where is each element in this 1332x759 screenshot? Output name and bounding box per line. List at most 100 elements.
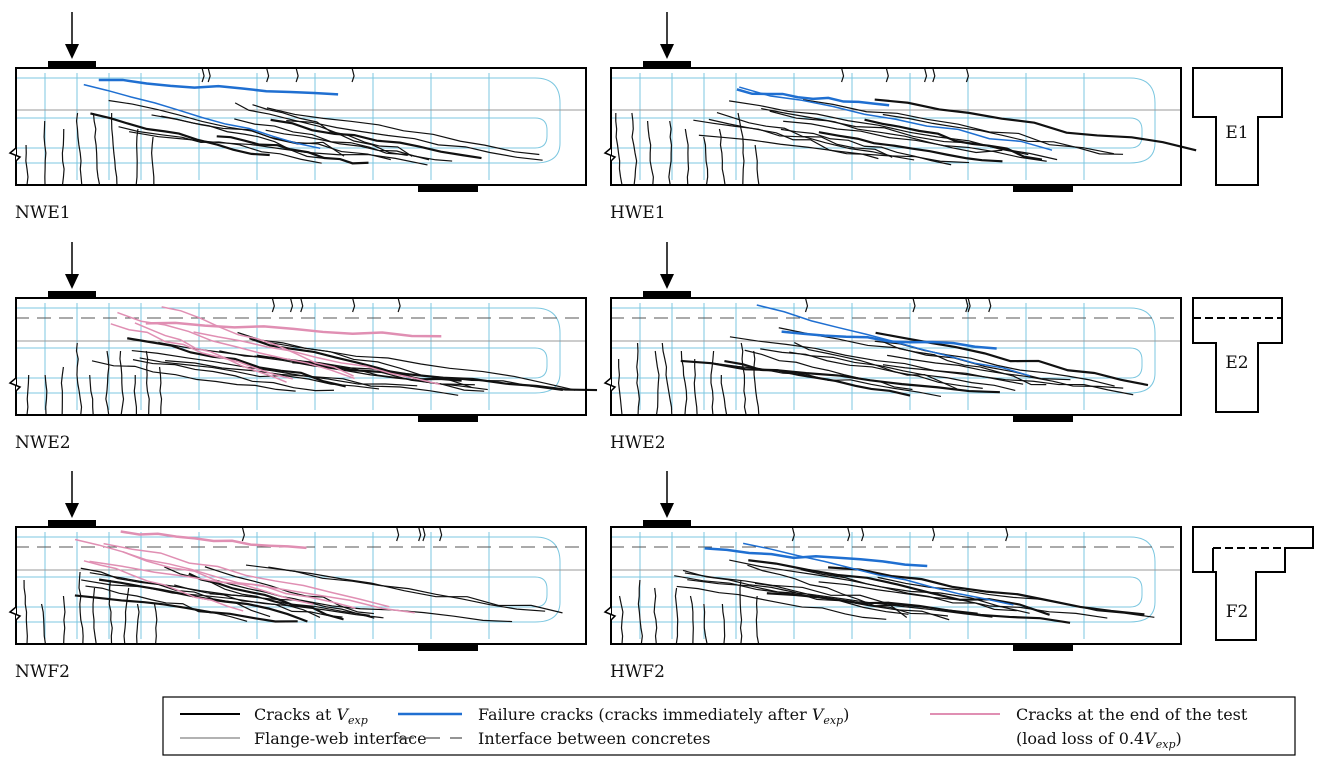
crack — [74, 538, 314, 606]
crack — [234, 102, 408, 156]
beam-outline — [610, 67, 1182, 186]
crack — [133, 374, 138, 416]
crack — [693, 119, 915, 161]
crack — [923, 67, 928, 83]
legend-box — [162, 696, 1296, 756]
crack — [397, 297, 401, 313]
crack — [98, 78, 339, 96]
crack — [396, 526, 400, 542]
crack — [704, 547, 928, 568]
crack — [689, 595, 694, 645]
crack — [802, 99, 1114, 155]
crack — [965, 67, 970, 83]
crack — [860, 526, 865, 542]
crack — [737, 112, 745, 186]
crack — [932, 67, 936, 83]
beam-outline — [15, 297, 587, 416]
crack — [23, 579, 28, 645]
crack — [618, 595, 624, 645]
rebar-hook — [1129, 307, 1156, 394]
crack — [703, 603, 708, 645]
crack — [89, 560, 415, 614]
crack — [266, 107, 540, 156]
crack — [74, 594, 298, 623]
load-plate — [643, 291, 691, 298]
crack — [60, 366, 65, 416]
crack — [794, 342, 958, 390]
load-arrowhead — [65, 274, 79, 289]
legend-label: Cracks at the end of the test — [1016, 705, 1248, 724]
crack — [110, 112, 118, 186]
rebar-hook — [1129, 536, 1156, 623]
rebar-hook — [1129, 347, 1143, 379]
break-mark — [603, 606, 617, 621]
beam-panel: NWF2 — [8, 471, 587, 682]
crack — [682, 569, 909, 615]
crack — [967, 297, 971, 313]
beam-outline — [610, 297, 1182, 416]
crack — [92, 112, 101, 186]
crack — [139, 357, 380, 390]
crack — [108, 579, 113, 645]
crack — [729, 100, 1029, 156]
load-arrowhead — [660, 503, 674, 518]
crack — [78, 571, 84, 645]
crack — [418, 526, 422, 542]
crack — [123, 587, 130, 645]
crack — [207, 67, 211, 83]
load-arrowhead — [660, 44, 674, 59]
crack — [83, 560, 244, 612]
crack — [289, 297, 294, 313]
crack — [769, 110, 1058, 161]
break-mark — [8, 147, 22, 162]
crack — [271, 297, 275, 313]
crack — [75, 342, 83, 416]
load-plate — [48, 61, 96, 68]
crack — [753, 350, 760, 416]
crack — [120, 530, 307, 550]
crack — [268, 566, 546, 612]
legend-label: Flange-web interface — [254, 729, 427, 748]
crack — [847, 526, 851, 542]
load-arrowhead — [65, 503, 79, 518]
crack — [193, 331, 440, 386]
load-plate — [48, 291, 96, 298]
crack — [153, 603, 158, 645]
beam-outline — [610, 526, 1182, 645]
crack — [161, 306, 354, 377]
crack — [81, 579, 384, 619]
crack — [439, 526, 443, 542]
load-plate — [48, 520, 96, 527]
support-plate — [1013, 185, 1073, 192]
crack — [747, 564, 908, 618]
section-label: E1 — [1225, 123, 1248, 143]
crack — [26, 374, 30, 416]
crack — [715, 362, 942, 398]
crack — [828, 566, 1145, 616]
crack — [136, 603, 140, 645]
section-label: F2 — [1226, 602, 1249, 622]
break-mark — [603, 147, 617, 162]
crack — [201, 67, 205, 83]
legend-label: Cracks at Vexp — [254, 705, 368, 727]
crack — [83, 83, 321, 150]
crack — [676, 585, 887, 620]
beam-outline — [15, 526, 587, 645]
crack — [352, 297, 356, 313]
crack — [90, 112, 270, 157]
break-mark — [603, 377, 617, 392]
crack — [781, 330, 997, 350]
rebar-hook — [1129, 576, 1143, 608]
crack — [789, 351, 1016, 391]
crack — [151, 136, 155, 186]
beam-panel: NWE2 — [8, 242, 598, 453]
crack — [783, 120, 1047, 162]
crack — [703, 136, 709, 186]
crack — [62, 595, 66, 645]
crack — [754, 144, 760, 186]
crack — [256, 354, 563, 391]
crack — [134, 322, 287, 383]
crack — [89, 374, 94, 416]
rebar-hook — [534, 536, 561, 623]
crack — [158, 366, 163, 416]
